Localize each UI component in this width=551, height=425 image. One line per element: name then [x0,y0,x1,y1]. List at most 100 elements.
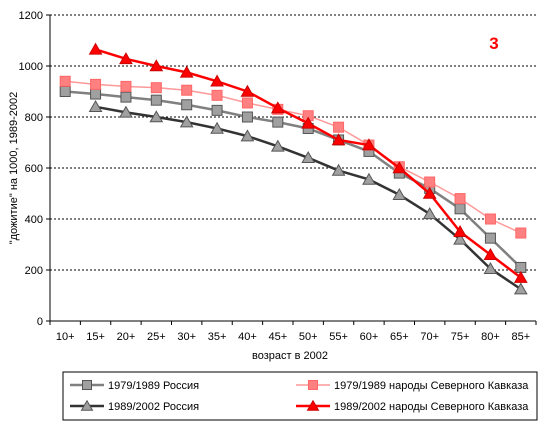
y-tick-label: 0 [37,316,43,328]
data-point [150,82,162,94]
data-point [392,188,407,201]
data-point [240,129,255,142]
x-tick-label: 30+ [177,331,196,343]
data-point [454,203,466,215]
x-tick-label: 45+ [268,331,287,343]
data-point [90,88,102,100]
data-point [483,247,498,260]
x-tick-label: 25+ [147,331,166,343]
x-tick-label: 10+ [56,331,75,343]
series-layer [59,42,528,295]
x-tick-label: 40+ [238,331,257,343]
data-point [301,116,316,129]
data-point [483,261,498,274]
x-axis-title: возраст в 2002 [252,350,328,362]
legend-marker [308,380,318,390]
data-point [301,151,316,164]
data-point [119,105,133,118]
y-tick-label: 400 [25,214,43,226]
x-tick-label: 60+ [360,331,379,343]
data-point [240,84,255,97]
y-axis-title: "дожитие" на 1000, 1989-2002 [8,92,20,245]
data-point [210,74,224,87]
y-tick-label: 600 [25,163,43,175]
legend-marker [82,380,92,390]
x-tick-label: 65+ [390,331,409,343]
data-point [59,86,71,97]
data-point [181,84,193,96]
data-point [422,207,437,220]
series-russia-1989-2002 [88,100,528,295]
data-point [453,232,467,245]
data-point [270,101,285,114]
x-tick-label: 70+ [420,331,439,343]
legend-item-caucasus-1979-1989: 1979/1989 народы Северного Кавказа [296,380,529,392]
legend-frame [62,371,538,421]
y-tick-label: 200 [25,265,43,277]
data-point [210,121,224,134]
series-caucasus-1989-2002 [88,42,528,283]
data-point [211,104,223,116]
x-tick-label: 55+ [329,331,348,343]
data-point [120,91,132,103]
data-point [149,110,164,123]
legend-item-russia-1989-2002: 1989/2002 Россия [70,399,199,413]
legend-label: 1979/1989 Россия [108,380,199,392]
legend-item-russia-1979-1989: 1979/1989 Россия [70,380,199,392]
y-tick-label: 1000 [19,61,43,73]
y-tick-label: 1200 [19,10,43,22]
data-point [333,121,345,133]
legend-marker [306,399,320,411]
legend-item-caucasus-1989-2002: 1989/2002 народы Северного Кавказа [296,399,529,413]
data-point [513,282,528,295]
data-point [181,99,193,111]
data-point [120,80,132,92]
data-point [179,115,194,128]
data-point [424,176,436,188]
data-point [362,172,376,185]
x-tick-labels: 10+ 15+ 20+ 25+ 30+ 35+ 40+ 45+ 50+ 55+ 60+ 65+ 70+ 7… [49,321,537,343]
data-point [422,186,437,199]
data-point [211,89,223,101]
data-point [88,42,103,55]
data-point [484,213,496,225]
data-point [241,97,253,109]
data-point [241,111,253,123]
legend-label: 1979/1989 народы Северного Кавказа [334,380,529,392]
data-point [484,232,496,244]
data-point [88,100,103,113]
data-point [59,75,71,87]
y-tick-labels: 0 200 400 600 800 1000 1200 [19,10,50,328]
legend-marker [80,399,94,411]
data-point [150,94,162,106]
x-tick-label: 50+ [299,331,318,343]
x-tick-label: 75+ [451,331,470,343]
data-point [392,161,407,174]
x-tick-label: 20+ [117,331,136,343]
data-point [270,139,285,152]
data-point [90,78,102,90]
data-point [453,224,467,237]
data-point [454,193,466,205]
panel-number: 3 [489,34,498,53]
data-point [119,52,133,65]
series-line [65,80,522,234]
x-tick-label: 85+ [511,331,530,343]
x-tick-label: 15+ [86,331,105,343]
data-point [331,133,346,146]
legend-label: 1989/2002 народы Северного Кавказа [334,401,529,413]
data-point [513,270,528,283]
data-point [149,59,164,72]
x-tick-label: 80+ [481,331,500,343]
x-tick-label: 35+ [208,331,227,343]
legend: 1979/1989 Россия 1979/1989 народы Северно… [62,371,538,421]
series-line [65,90,522,269]
y-tick-label: 800 [25,112,43,124]
data-point [272,116,284,128]
legend-label: 1989/2002 Россия [108,401,199,413]
data-point [331,163,346,176]
data-point [515,227,527,239]
data-point [179,65,194,78]
data-point [362,138,376,151]
